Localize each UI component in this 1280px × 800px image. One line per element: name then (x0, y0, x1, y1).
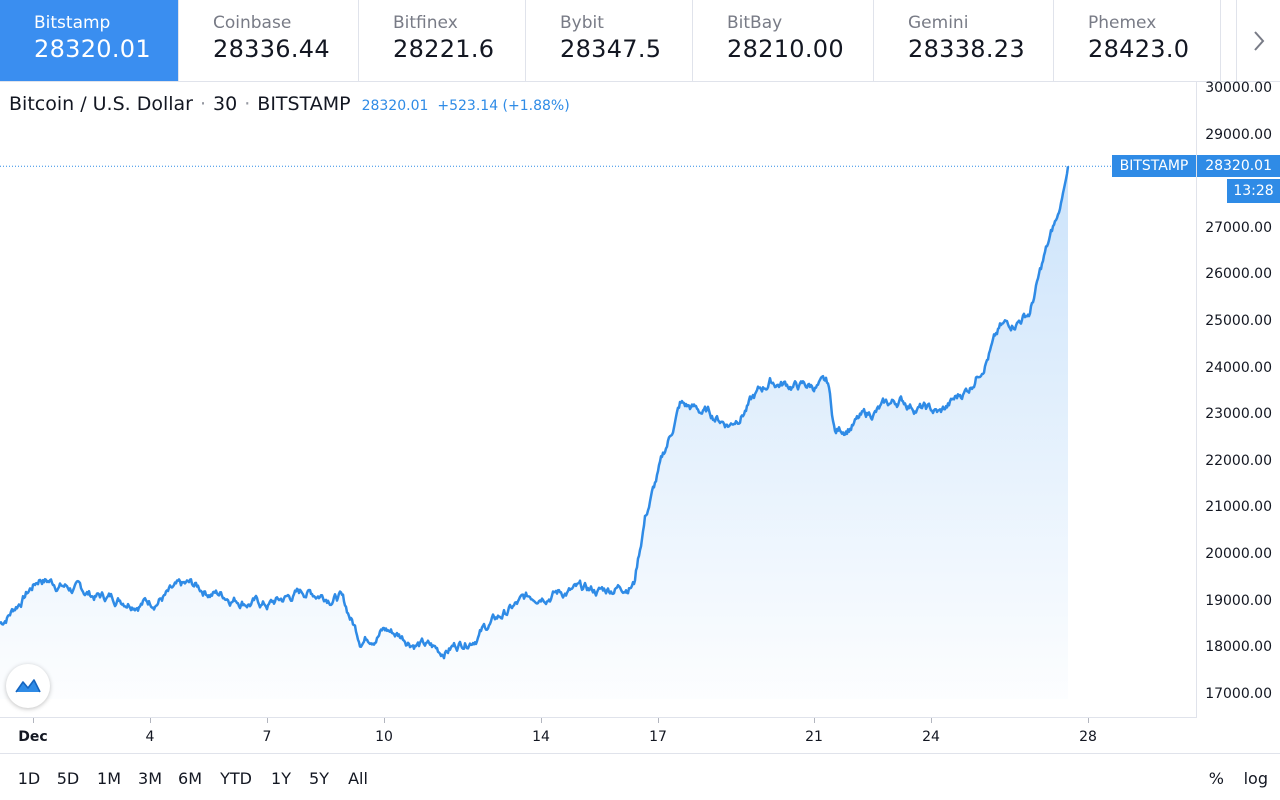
time-tick: 21 (805, 729, 823, 745)
range-button-1d[interactable]: 1D (17, 769, 41, 788)
time-tick: 17 (649, 729, 667, 745)
exchange-tab-coinbase[interactable]: Coinbase 28336.44 (179, 0, 359, 81)
chart-legend: Bitcoin / U.S. Dollar · 30 · BITSTAMP 28… (9, 93, 570, 115)
last-price: 28320.01 (361, 98, 429, 114)
interval-label[interactable]: 30 (213, 93, 238, 115)
time-tick-mark (33, 718, 34, 723)
price-change: +523.14 (+1.88%) (437, 98, 570, 114)
time-tick-mark (1088, 718, 1089, 723)
range-button-1m[interactable]: 1M (97, 769, 121, 788)
tradingview-logo-icon (15, 679, 41, 693)
time-tick: 28 (1079, 729, 1097, 745)
exchange-price: 28338.23 (908, 35, 1025, 63)
tradingview-logo-button[interactable] (6, 664, 50, 708)
exchange-name: Bybit (560, 13, 604, 33)
exchange-price: 28347.5 (560, 35, 662, 63)
tabs-next-button[interactable] (1236, 0, 1280, 81)
legend-separator: · (244, 93, 251, 115)
price-line (0, 166, 1070, 660)
time-tick-mark (814, 718, 815, 723)
exchange-price: 28423.0 (1088, 35, 1190, 63)
log-scale-toggle[interactable]: log (1243, 769, 1268, 788)
exchange-name: BitBay (727, 13, 783, 33)
exchange-name: Gemini (908, 13, 969, 33)
symbol-name[interactable]: Bitcoin / U.S. Dollar (9, 93, 193, 115)
time-tick-mark (541, 718, 542, 723)
exchange-name: Phemex (1088, 13, 1157, 33)
price-tick: 29000.00 (1205, 126, 1272, 143)
range-button-ytd[interactable]: YTD (220, 769, 252, 788)
price-chart[interactable] (0, 82, 1196, 717)
price-tick: 21000.00 (1205, 499, 1272, 516)
time-tick: 7 (262, 729, 272, 745)
time-tick-mark (267, 718, 268, 723)
time-tick: 10 (375, 729, 393, 745)
price-tick: 26000.00 (1205, 266, 1272, 283)
price-tick: 23000.00 (1205, 406, 1272, 423)
time-tick-mark (150, 718, 151, 723)
price-tick: 22000.00 (1205, 452, 1272, 469)
time-tick: 24 (922, 729, 940, 745)
exchange-name: Coinbase (213, 13, 292, 33)
time-tick: 4 (145, 729, 155, 745)
range-button-3m[interactable]: 3M (138, 769, 162, 788)
price-tick: 27000.00 (1205, 219, 1272, 236)
range-button-5d[interactable]: 5D (56, 769, 80, 788)
price-tick: 25000.00 (1205, 313, 1272, 329)
exchange-tab-bitstamp[interactable]: Bitstamp 28320.01 (0, 0, 179, 81)
price-tick: 20000.00 (1205, 546, 1272, 562)
time-tick-mark (658, 718, 659, 723)
price-tick: 18000.00 (1205, 639, 1272, 656)
exchange-label: BITSTAMP (257, 93, 351, 115)
price-tick: 17000.00 (1205, 685, 1272, 702)
price-tick: 19000.00 (1205, 592, 1272, 609)
time-tick-mark (384, 718, 385, 723)
exchange-price: 28336.44 (213, 35, 330, 63)
bar-countdown-label: 13:28 (1227, 179, 1280, 203)
time-tick-mark (931, 718, 932, 723)
range-button-1y[interactable]: 1Y (271, 769, 291, 788)
exchange-price: 28210.00 (727, 35, 844, 63)
price-tick: 24000.00 (1205, 359, 1272, 376)
range-bar: % log 1D 5D 1M 3M 6M YTD 1Y 5Y All (0, 753, 1280, 800)
price-tick: 30000.00 (1205, 80, 1272, 96)
exchange-tab-gemini[interactable]: Gemini 28338.23 (874, 0, 1054, 81)
chevron-right-icon (1253, 30, 1264, 51)
exchange-tab-bitbay[interactable]: BitBay 28210.00 (693, 0, 874, 81)
percent-scale-toggle[interactable]: % (1208, 769, 1224, 788)
price-source-label: BITSTAMP (1112, 155, 1196, 177)
current-price-label: 28320.01 (1197, 155, 1280, 177)
legend-separator: · (200, 93, 207, 115)
range-button-6m[interactable]: 6M (178, 769, 202, 788)
range-button-5y[interactable]: 5Y (309, 769, 329, 788)
exchange-name: Bitstamp (34, 13, 111, 33)
exchange-tab-phemex[interactable]: Phemex 28423.0 (1054, 0, 1221, 81)
price-axis[interactable]: 30000.00 29000.00 27000.00 26000.00 25000.00… (1196, 80, 1280, 718)
range-button-all[interactable]: All (348, 769, 368, 788)
time-axis[interactable]: Dec 4 7 10 14 17 21 24 28 (0, 717, 1196, 753)
exchange-tabs: Bitstamp 28320.01 Coinbase 28336.44 Bitfinex… (0, 0, 1280, 82)
exchange-tab-bybit[interactable]: Bybit 28347.5 (526, 0, 693, 81)
exchange-price: 28221.6 (393, 35, 495, 63)
time-tick: Dec (18, 729, 48, 745)
time-tick: 14 (532, 729, 550, 745)
price-area-fill (0, 166, 1068, 700)
exchange-tab-bitfinex[interactable]: Bitfinex 28221.6 (359, 0, 526, 81)
exchange-name: Bitfinex (393, 13, 458, 33)
exchange-price: 28320.01 (34, 35, 151, 63)
